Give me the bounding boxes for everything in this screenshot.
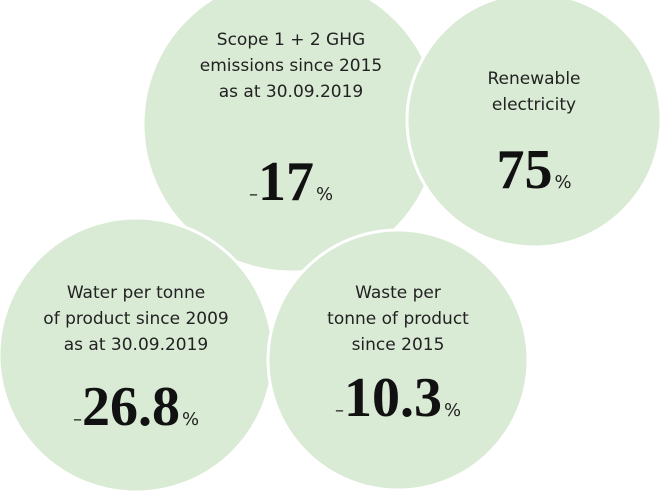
stat-label: tonne of product bbox=[327, 309, 469, 329]
stat-value-line: –26.8% bbox=[73, 376, 199, 438]
bubble bbox=[266, 228, 530, 491]
stat-bubble: Scope 1 + 2 GHG emissions since 2015 as at… bbox=[141, 0, 441, 274]
stat-value: 17 bbox=[258, 151, 314, 213]
stat-unit: % bbox=[182, 409, 199, 430]
stat-label: Waste per bbox=[355, 283, 441, 303]
stat-unit: % bbox=[316, 184, 333, 205]
stat-sign: – bbox=[335, 400, 344, 421]
stat-label: Renewable bbox=[487, 69, 580, 89]
stat-label: emissions since 2015 bbox=[200, 56, 382, 76]
stat-sign: – bbox=[249, 184, 258, 205]
stat-value-line: –10.3% bbox=[335, 367, 461, 429]
stat-bubble: Waste per tonne of product since 2015 –10.3… bbox=[266, 228, 530, 491]
stat-unit: % bbox=[444, 400, 461, 421]
stat-label: Water per tonne bbox=[67, 283, 205, 303]
stat-label: since 2015 bbox=[352, 335, 445, 355]
stat-label: of product since 2009 bbox=[43, 309, 228, 329]
stat-value-line: –17% bbox=[249, 151, 333, 213]
stat-value: 75 bbox=[496, 139, 552, 201]
stat-label: as at 30.09.2019 bbox=[64, 335, 209, 355]
bubble bbox=[405, 0, 660, 249]
stat-label: electricity bbox=[492, 95, 576, 115]
stat-sign: – bbox=[73, 409, 82, 430]
stat-label: as at 30.09.2019 bbox=[219, 82, 364, 102]
stat-unit: % bbox=[554, 172, 571, 193]
stat-label: Scope 1 + 2 GHG bbox=[217, 30, 365, 50]
stat-bubble: Renewable electricity 75% bbox=[405, 0, 660, 249]
stat-bubble: Water per tonne of product since 2009 as a… bbox=[0, 216, 275, 491]
stat-value: 26.8 bbox=[82, 376, 180, 438]
stat-value-line: 75% bbox=[496, 139, 571, 201]
stat-value: 10.3 bbox=[344, 367, 442, 429]
